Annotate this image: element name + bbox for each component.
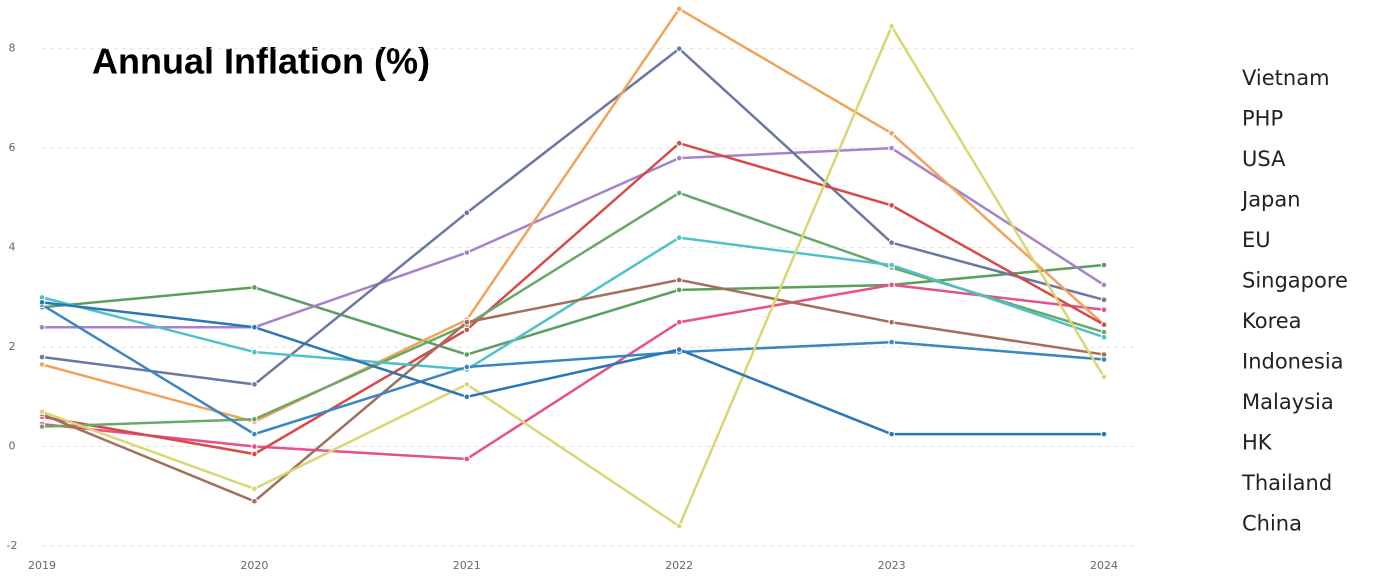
series-line xyxy=(41,141,1105,456)
point xyxy=(1100,356,1108,363)
point xyxy=(1100,321,1108,329)
point xyxy=(888,338,895,346)
series-line xyxy=(41,263,1105,356)
series-line xyxy=(41,23,1106,528)
y-tick-label: 0 xyxy=(9,440,16,453)
point xyxy=(38,423,46,430)
point xyxy=(38,299,46,306)
legend-label: USA xyxy=(1242,147,1286,171)
point xyxy=(675,154,683,162)
point xyxy=(888,144,895,152)
x-tick-label: 2019 xyxy=(28,559,56,572)
point xyxy=(675,45,683,53)
point xyxy=(251,450,258,458)
point xyxy=(463,363,471,371)
series-line xyxy=(41,303,1105,436)
point xyxy=(1100,333,1108,341)
point xyxy=(463,318,471,326)
point xyxy=(675,286,683,294)
point xyxy=(38,361,46,368)
legend-label: Vietnam xyxy=(1242,66,1330,90)
legend-label: Singapore xyxy=(1242,269,1348,293)
x-tick-label: 2020 xyxy=(240,559,268,572)
point xyxy=(38,353,46,361)
point xyxy=(888,281,895,289)
series-line xyxy=(41,301,1104,436)
legend-label: Korea xyxy=(1242,309,1302,333)
chart-title: Annual Inflation (%) xyxy=(92,41,430,82)
point xyxy=(463,381,471,388)
y-tick-label: -2 xyxy=(7,539,18,552)
point xyxy=(675,522,683,530)
point xyxy=(888,261,895,269)
point xyxy=(675,234,683,241)
legend-label: Malaysia xyxy=(1242,390,1334,414)
point xyxy=(675,5,683,13)
x-tick-label: 2022 xyxy=(665,559,693,572)
y-tick-label: 6 xyxy=(9,141,16,154)
point xyxy=(675,139,683,147)
point xyxy=(463,351,471,358)
point xyxy=(1100,296,1108,304)
point xyxy=(1100,281,1108,289)
point xyxy=(251,381,258,388)
point xyxy=(251,497,258,505)
legend-label: Japan xyxy=(1240,188,1301,212)
point xyxy=(675,276,683,284)
point xyxy=(38,323,46,331)
series-line xyxy=(41,236,1105,371)
x-tick-label: 2023 xyxy=(878,559,906,572)
point xyxy=(251,443,258,450)
legend-label: China xyxy=(1242,512,1302,536)
point xyxy=(251,323,258,331)
point xyxy=(463,393,471,401)
point xyxy=(888,129,895,137)
point xyxy=(675,189,683,197)
point xyxy=(888,430,895,438)
point xyxy=(251,485,258,493)
point xyxy=(463,249,471,256)
point xyxy=(251,348,258,356)
series-line xyxy=(41,278,1105,503)
legend-label: Indonesia xyxy=(1242,350,1344,374)
y-tick-label: 2 xyxy=(9,340,16,353)
series-line xyxy=(42,146,1105,329)
point xyxy=(675,346,683,353)
point xyxy=(1100,306,1108,314)
point xyxy=(888,23,895,30)
point xyxy=(251,284,258,291)
point xyxy=(888,202,895,209)
point xyxy=(251,430,258,438)
legend-label: EU xyxy=(1242,228,1271,252)
point xyxy=(1100,430,1108,438)
legend-label: HK xyxy=(1242,431,1273,455)
legend-label: PHP xyxy=(1242,107,1283,131)
point xyxy=(1100,261,1108,269)
point xyxy=(251,415,258,423)
series-line xyxy=(41,47,1105,386)
point xyxy=(888,318,895,326)
y-tick-label: 4 xyxy=(9,241,16,254)
point xyxy=(888,239,895,246)
x-tick-label: 2024 xyxy=(1090,559,1118,572)
point xyxy=(38,408,46,416)
x-tick-label: 2021 xyxy=(453,559,481,572)
point xyxy=(675,318,683,326)
point xyxy=(463,209,471,217)
point xyxy=(463,455,471,463)
legend-label: Thailand xyxy=(1241,471,1332,495)
y-tick-label: 8 xyxy=(9,42,16,55)
series-line xyxy=(41,283,1105,461)
point xyxy=(1100,373,1108,381)
